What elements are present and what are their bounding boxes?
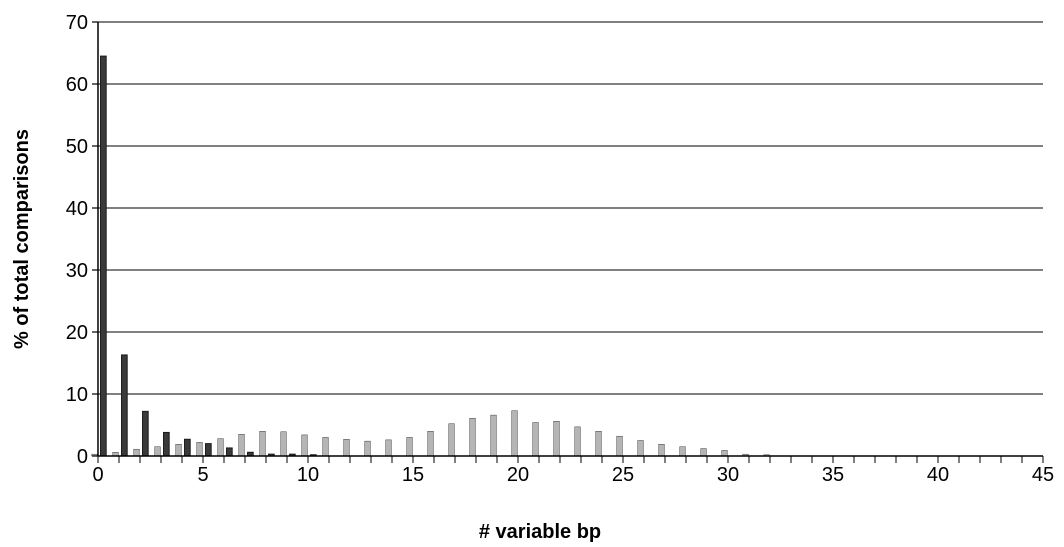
bar-light [343, 439, 350, 457]
bar-light [574, 426, 581, 457]
bar-light [385, 439, 392, 457]
bar-dark [226, 447, 233, 457]
bar-dark [163, 431, 170, 457]
bar-light [406, 437, 413, 457]
bar-light [616, 435, 623, 457]
bar-dark [142, 410, 149, 457]
ticks: 0 10 20 30 40 50 60 70 0 5 10 15 20 25 30 35 40 45 [66, 12, 1054, 486]
bar-light [133, 448, 140, 457]
bar-light [637, 440, 644, 457]
axes [97, 22, 1043, 457]
bar-light [679, 446, 686, 457]
bar-dark [184, 438, 191, 457]
bar-light [301, 434, 308, 457]
y-tick-label: 60 [66, 74, 88, 96]
x-axis-title: # variable bp [479, 521, 601, 543]
bar-light [511, 410, 518, 457]
bar-light [553, 421, 560, 457]
x-tick-label: 15 [402, 464, 424, 486]
y-tick-label: 70 [66, 12, 88, 34]
x-tick-label: 45 [1032, 464, 1054, 486]
x-tick-label: 25 [612, 464, 634, 486]
y-tick-label: 40 [66, 198, 88, 220]
bar-light [721, 450, 728, 457]
bar-light [280, 431, 287, 457]
y-tick-label: 50 [66, 136, 88, 158]
y-axis-title: % of total comparisons [11, 129, 33, 349]
bar-light [658, 444, 665, 457]
bar-light [259, 431, 266, 457]
bar-light [469, 417, 476, 457]
bar-light [448, 423, 455, 457]
x-tick-label: 30 [717, 464, 739, 486]
x-tick-label: 0 [92, 464, 103, 486]
bar-light [217, 438, 224, 457]
bar-dark [205, 443, 212, 457]
bar-light [427, 431, 434, 457]
bar-light [700, 448, 707, 457]
y-tick-label: 0 [77, 446, 88, 468]
bars [91, 55, 770, 457]
bar-light [154, 446, 161, 457]
x-tick-label: 5 [197, 464, 208, 486]
bar-light [322, 437, 329, 457]
bar-light [490, 414, 497, 457]
bar-light [364, 440, 371, 457]
bar-light [175, 444, 182, 457]
bar-light [238, 434, 245, 457]
y-tick-label: 30 [66, 260, 88, 282]
x-tick-label: 10 [297, 464, 319, 486]
bar-dark [121, 354, 128, 457]
x-tick-label: 40 [927, 464, 949, 486]
x-tick-label: 35 [822, 464, 844, 486]
y-tick-label: 20 [66, 322, 88, 344]
bar-dark [100, 55, 107, 457]
y-tick-label: 10 [66, 384, 88, 406]
bar-light [196, 442, 203, 457]
gridlines [98, 21, 1043, 395]
bar-light [595, 431, 602, 457]
x-tick-label: 20 [507, 464, 529, 486]
bar-light [532, 422, 539, 457]
